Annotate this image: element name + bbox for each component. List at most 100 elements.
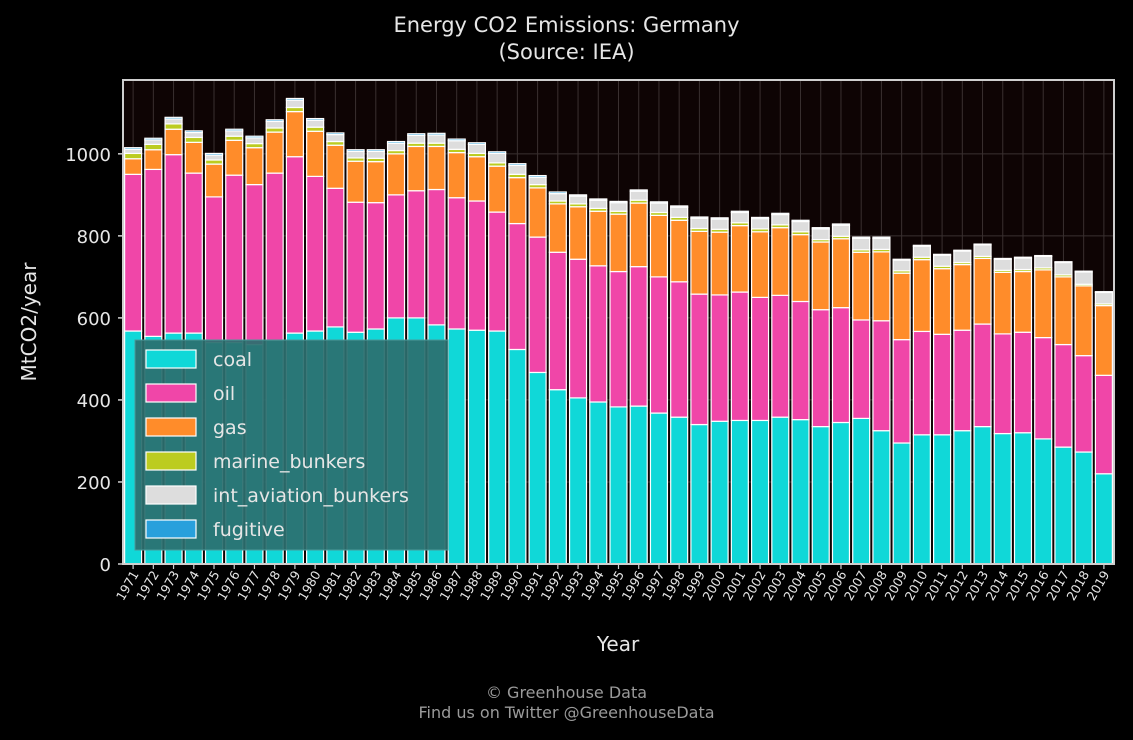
y-tick-label: 1000 [65,145,111,166]
legend-swatch-marine-bunkers [145,451,197,471]
bar-segment-coal [467,329,487,565]
legend-swatch-fugitive [145,519,197,539]
bar-segment-oil [872,320,891,432]
y-tick-label: 800 [77,227,111,248]
y-tick-label: 600 [77,309,111,330]
bar-segment-gas [690,230,709,295]
bar-segment-int-aviation-bunkers [225,130,244,137]
bar-segment-gas [730,225,749,293]
bar-segment-int-aviation-bunkers [265,120,284,129]
bar-segment-oil [730,291,749,422]
bar-segment-oil [164,154,183,334]
x-axis-label: Year [596,632,640,656]
bar-segment-gas [750,231,770,298]
bar-segment-gas [366,161,385,204]
bar-segment-coal [710,420,729,565]
bar-segment-gas [285,110,305,158]
bar-segment-fugitive [629,189,648,192]
bar-segment-gas [568,206,588,260]
bar-segment-gas [872,251,891,322]
bar-segment-oil [204,196,224,344]
bar-segment-coal [831,421,851,565]
legend: coal oil gas marine_bunkers int_aviation_bun… [134,339,449,551]
bar-segment-gas [528,187,547,238]
bar-segment-oil [831,307,851,424]
bar-segment-fugitive [589,198,608,201]
bar-segment-oil [1054,343,1073,448]
bar-segment-fugitive [811,227,830,230]
bar-segment-fugitive [488,151,507,155]
bar-segment-gas [124,158,143,175]
bar-segment-gas [184,141,203,174]
bar-segment-gas [1013,270,1033,333]
bar-segment-oil [407,190,426,319]
bar-segment-oil [508,222,527,351]
bar-segment-fugitive [427,132,446,136]
bar-segment-coal [791,419,810,565]
bar-segment-coal [1034,438,1053,565]
bar-segment-gas [1074,285,1093,357]
bar-segment-fugitive [225,128,244,132]
chart-title: Energy CO2 Emissions: Germany (Source: I… [0,12,1133,66]
bar-segment-oil [589,265,608,403]
copyright-text: © Greenhouse Data [485,683,648,702]
bar-segment-marine-bunkers [306,126,325,132]
bar-segment-coal [528,371,547,565]
bar-segment-int-aviation-bunkers [528,176,547,186]
bar-segment-fugitive [690,216,709,219]
bar-segment-oil [488,211,507,332]
bar-segment-gas [447,152,466,199]
bar-segment-gas [346,160,365,203]
bar-segment-int-aviation-bunkers [609,202,628,212]
bar-segment-fugitive [306,117,325,121]
y-tick-label: 0 [100,555,111,576]
bar-segment-oil [629,266,648,407]
bar-segment-gas [609,213,628,273]
legend-label-fugitive: fugitive [213,519,285,541]
bar-segment-int-aviation-bunkers [285,99,305,109]
bar-segment-int-aviation-bunkers [467,143,487,155]
bar-segment-oil [467,200,487,331]
legend-label-gas: gas [213,417,247,439]
bar-segment-fugitive [124,147,143,150]
bar-segment-int-aviation-bunkers [750,218,770,230]
bar-segment-int-aviation-bunkers [548,193,567,202]
chart-title-main: Energy CO2 Emissions: Germany [393,13,740,37]
bar-segment-fugitive [852,236,871,239]
y-axis: 0 200 400 600 800 1000 [65,145,123,576]
twitter-credit: Find us on Twitter @GreenhouseData [418,703,715,722]
bar-segment-coal [568,397,588,565]
bar-segment-fugitive [750,216,770,220]
bar-segment-oil [124,173,143,332]
bar-segment-fugitive [609,200,628,204]
bar-segment-coal [912,434,931,565]
bar-segment-oil [1074,355,1093,453]
bar-segment-oil [710,294,729,422]
bar-segment-oil [326,187,345,328]
bar-segment-fugitive [973,243,992,246]
bar-segment-gas [831,238,851,309]
bar-segment-fugitive [1013,256,1033,259]
bar-segment-int-aviation-bunkers [629,190,648,201]
bar-segment-gas [265,131,284,174]
bar-segment-int-aviation-bunkers [164,118,183,125]
bar-segment-int-aviation-bunkers [1013,257,1033,271]
legend-swatch-gas [145,417,197,437]
bar-segment-gas [427,145,446,191]
bar-segment-oil [366,202,385,330]
bar-segment-int-aviation-bunkers [791,220,810,233]
bar-segment-coal [872,430,891,565]
bar-segment-coal [892,442,911,565]
bar-segment-coal [1094,473,1113,565]
bar-segment-oil [306,175,325,332]
bar-segment-gas [306,130,325,177]
bar-segment-fugitive [508,163,527,166]
bar-segment-coal [730,419,749,565]
bar-segment-gas [993,271,1012,335]
bar-segment-oil [427,188,446,326]
bar-segment-oil [1034,336,1053,440]
legend-swatch-oil [145,383,197,403]
bar-segment-gas [1054,276,1073,346]
bar-segment-int-aviation-bunkers [912,245,931,258]
